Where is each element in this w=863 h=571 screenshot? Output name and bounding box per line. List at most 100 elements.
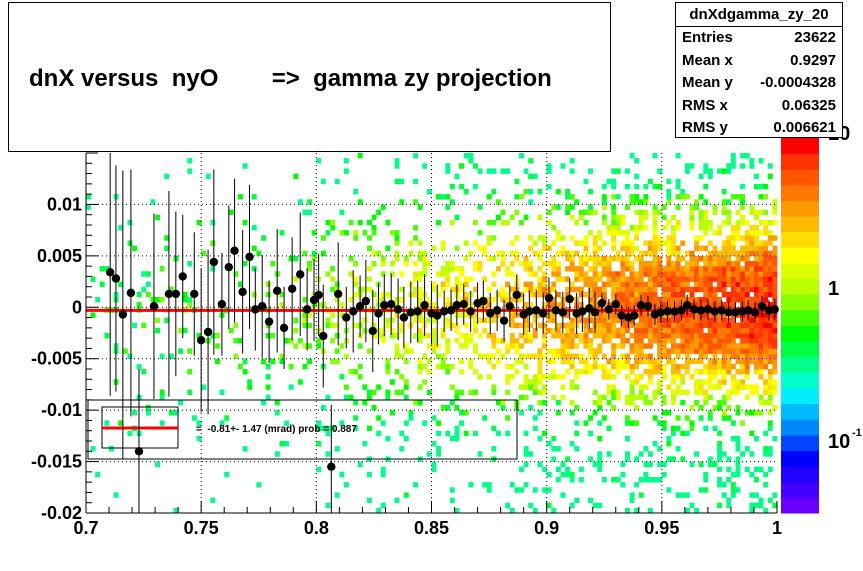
profile-point: [264, 317, 274, 326]
heatmap-cell: [440, 271, 446, 277]
heatmap-cell: [694, 379, 700, 385]
profile-point: [611, 300, 620, 309]
heatmap-cell: [293, 255, 299, 262]
heatmap-cell: [459, 343, 465, 349]
profile-point: [539, 309, 548, 318]
heatmap-cell: [666, 358, 672, 365]
heatmap-cell: [334, 297, 340, 303]
heatmap-cell: [390, 317, 395, 324]
heatmap-cell: [325, 271, 331, 277]
heatmap-cell: [763, 446, 769, 452]
profile-point: [348, 307, 358, 316]
heatmap-cell: [717, 405, 723, 411]
heatmap-cell: [680, 327, 686, 334]
heatmap-cell: [445, 168, 451, 174]
heatmap-cell: [473, 286, 478, 293]
color-scale: 10110-1: [781, 123, 862, 514]
heatmap-cell: [104, 333, 110, 339]
heatmap-cell: [772, 358, 778, 365]
heatmap-cell: [394, 312, 400, 318]
profile-point: [479, 296, 488, 306]
heatmap-cell: [652, 441, 658, 447]
heatmap-cell: [671, 276, 676, 282]
heatmap-cell: [629, 199, 635, 205]
heatmap-cell: [703, 219, 709, 226]
heatmap-cell: [712, 461, 718, 468]
heatmap-cell: [611, 327, 617, 334]
heatmap-cell: [717, 297, 723, 303]
heatmap-cell: [689, 291, 695, 298]
heatmap-cell: [758, 317, 764, 324]
heatmap-cell: [569, 281, 575, 288]
heatmap-cell: [689, 420, 695, 426]
heatmap-cell: [348, 297, 354, 303]
heatmap-cell: [689, 214, 695, 221]
heatmap-cell: [712, 374, 718, 380]
heatmap-cell: [666, 261, 672, 267]
heatmap-cell: [620, 266, 626, 272]
heatmap-cell: [302, 322, 308, 329]
heatmap-cell: [173, 410, 179, 416]
heatmap-cell: [542, 281, 548, 288]
heatmap-cell: [463, 255, 469, 262]
heatmap-cell: [625, 183, 630, 190]
heatmap-cell: [353, 281, 359, 288]
heatmap-cell: [671, 430, 676, 437]
heatmap-cell: [560, 245, 566, 252]
heatmap-cell: [689, 502, 695, 509]
heatmap-cell: [546, 441, 552, 447]
heatmap-cell: [767, 451, 773, 457]
heatmap-cell: [712, 261, 718, 267]
heatmap-cell: [473, 369, 478, 375]
heatmap-cell: [565, 333, 571, 339]
heatmap-cell: [330, 225, 336, 231]
heatmap-cell: [159, 266, 165, 272]
heatmap-cell: [625, 255, 630, 262]
heatmap-cell: [555, 327, 561, 334]
heatmap-cell: [638, 261, 644, 267]
heatmap-cell: [523, 168, 529, 174]
heatmap-cell: [767, 379, 773, 385]
heatmap-cell: [353, 415, 359, 421]
legend-frame: [87, 399, 518, 460]
heatmap-cell: [509, 507, 515, 514]
heatmap-cell: [224, 471, 230, 478]
heatmap-cell: [717, 466, 723, 473]
heatmap-cell: [583, 219, 589, 226]
heatmap-cell: [694, 333, 700, 339]
heatmap-cell: [422, 379, 428, 385]
heatmap-cell: [367, 219, 372, 226]
profile-point: [149, 302, 159, 311]
heatmap-cell: [486, 317, 492, 324]
heatmap-cell: [426, 261, 432, 267]
heatmap-cell: [712, 204, 718, 210]
heatmap-cell: [496, 312, 501, 318]
heatmap-cell: [242, 369, 248, 375]
heatmap-cell: [671, 286, 676, 293]
heatmap-cell: [592, 276, 598, 282]
heatmap-cell: [744, 374, 750, 380]
heatmap-cell: [634, 363, 640, 370]
heatmap-cell: [620, 276, 626, 282]
profile-point: [190, 289, 199, 299]
heatmap-cell: [555, 271, 561, 277]
heatmap-cell: [454, 173, 460, 180]
heatmap-cell: [638, 477, 644, 483]
heatmap-cell: [666, 410, 672, 416]
heatmap-cell: [311, 250, 317, 257]
heatmap-cell: [330, 358, 336, 365]
heatmap-cell: [749, 225, 755, 231]
heatmap-cell: [657, 245, 663, 252]
heatmap-cell: [574, 369, 580, 375]
heatmap-cell: [763, 219, 769, 226]
heatmap-cell: [325, 230, 331, 236]
heatmap-cell: [703, 255, 709, 262]
heatmap-cell: [155, 461, 161, 468]
y-tick-label: 0: [72, 297, 82, 317]
profile-point: [565, 294, 574, 304]
heatmap-cell: [551, 374, 557, 380]
heatmap-cell: [680, 291, 686, 298]
heatmap-cell: [758, 194, 764, 200]
heatmap-cell: [758, 348, 764, 354]
heatmap-cell: [284, 420, 290, 426]
